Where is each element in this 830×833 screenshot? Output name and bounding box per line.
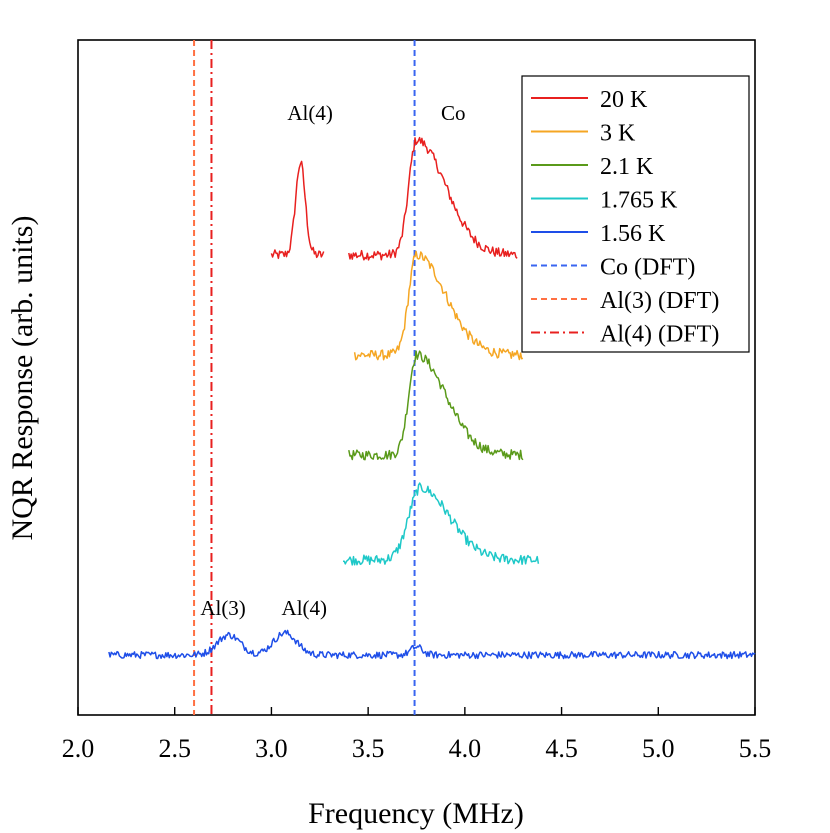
x-tick-label-6: 5.0	[642, 734, 675, 763]
legend-label-3: 1.765 K	[600, 188, 678, 214]
annotations: Al(4) Co Al(3) Al(4)	[200, 101, 465, 620]
series-line-0-0	[270, 160, 325, 260]
x-axis-title: Frequency (MHz)	[308, 797, 524, 830]
series-line-2-0	[348, 350, 524, 461]
x-tick-label-7: 5.5	[739, 734, 772, 763]
annotation-label-3: Al(4)	[282, 596, 328, 620]
annotation-label-1: Co	[441, 101, 466, 125]
plot-frame	[77, 39, 756, 716]
legend-box	[521, 75, 750, 353]
annotation-label-0: Al(4)	[287, 101, 333, 125]
y-axis-title: NQR Response (arb. units)	[6, 216, 39, 541]
legend-label-5: Co (DFT)	[600, 255, 695, 281]
x-axis-ticks: 2.0 2.5 3.0 3.5 4.0 4.5 5.0 5.5	[62, 707, 772, 763]
legend-label-2: 2.1 K	[600, 154, 654, 180]
legend-label-6: Al(3) (DFT)	[600, 288, 719, 314]
x-tick-label-1: 2.5	[158, 734, 191, 763]
x-tick-label-0: 2.0	[62, 734, 95, 763]
series-line-4-0	[108, 629, 756, 660]
x-tick-label-5: 4.5	[545, 734, 578, 763]
x-tick-label-2: 3.0	[255, 734, 288, 763]
series-line-0-1	[348, 136, 518, 261]
legend-label-0: 20 K	[600, 87, 648, 113]
series-line-1-0	[353, 250, 524, 361]
legend-label-4: 1.56 K	[600, 221, 666, 247]
series-line-3-0	[343, 482, 540, 566]
reference-lines	[193, 40, 416, 715]
annotation-label-2: Al(3)	[200, 596, 246, 620]
legend-label-7: Al(4) (DFT)	[600, 322, 719, 348]
legend-label-1: 3 K	[600, 121, 636, 147]
x-tick-label-3: 3.5	[352, 734, 385, 763]
x-tick-label-4: 4.0	[449, 734, 482, 763]
series-layer	[108, 136, 756, 660]
legend: 20 K 3 K 2.1 K 1.765 K 1.56 K Co (DFT) Al(3) (…	[521, 75, 750, 353]
